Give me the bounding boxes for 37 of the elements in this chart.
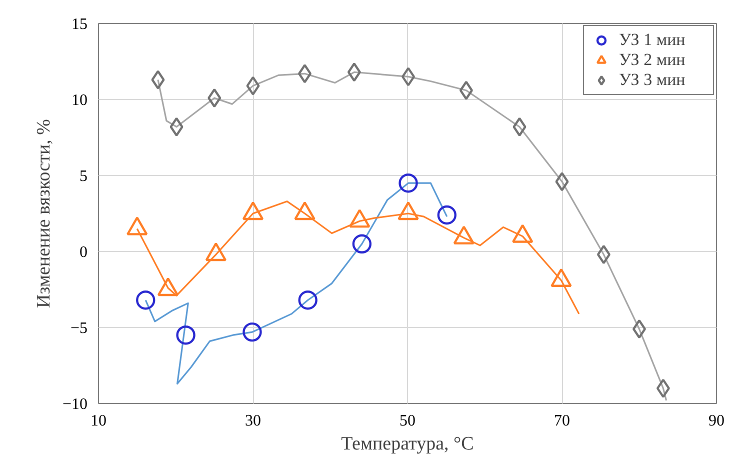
legend-label: УЗ 2 мин xyxy=(619,50,686,70)
point xyxy=(459,80,473,100)
y-axis-title: Изменение вязкости, % xyxy=(33,118,54,308)
x-tick-label: 50 xyxy=(400,412,416,430)
y-tick-label: 15 xyxy=(72,16,88,33)
point xyxy=(242,322,262,342)
y-tick-label: 10 xyxy=(72,92,88,109)
point xyxy=(170,117,184,136)
point xyxy=(347,62,361,82)
y-tick-label: 0 xyxy=(80,244,88,261)
point xyxy=(596,244,610,264)
point xyxy=(298,290,318,310)
point xyxy=(208,88,222,108)
legend-label: УЗ 3 мин xyxy=(619,70,686,90)
y-tick-label: 5 xyxy=(80,168,88,185)
point xyxy=(512,117,526,136)
point xyxy=(246,76,260,96)
point xyxy=(437,205,456,225)
x-tick-label: 70 xyxy=(554,412,570,430)
y-tick-label: −10 xyxy=(62,396,88,413)
point xyxy=(298,64,312,84)
x-axis-title: Температура, °C xyxy=(341,434,474,454)
y-tick-label: −5 xyxy=(70,320,88,337)
point xyxy=(352,234,372,254)
point xyxy=(656,378,670,398)
point xyxy=(398,174,418,193)
x-tick-label: 10 xyxy=(90,412,106,430)
point xyxy=(632,319,646,339)
legend-label: УЗ 1 мин xyxy=(619,30,686,50)
x-tick-label: 90 xyxy=(708,412,724,430)
point xyxy=(555,172,569,192)
point xyxy=(402,67,416,86)
line-series xyxy=(144,182,448,385)
point xyxy=(176,326,196,345)
x-tick-label: 30 xyxy=(245,412,261,430)
point xyxy=(151,70,165,90)
point xyxy=(136,290,156,310)
